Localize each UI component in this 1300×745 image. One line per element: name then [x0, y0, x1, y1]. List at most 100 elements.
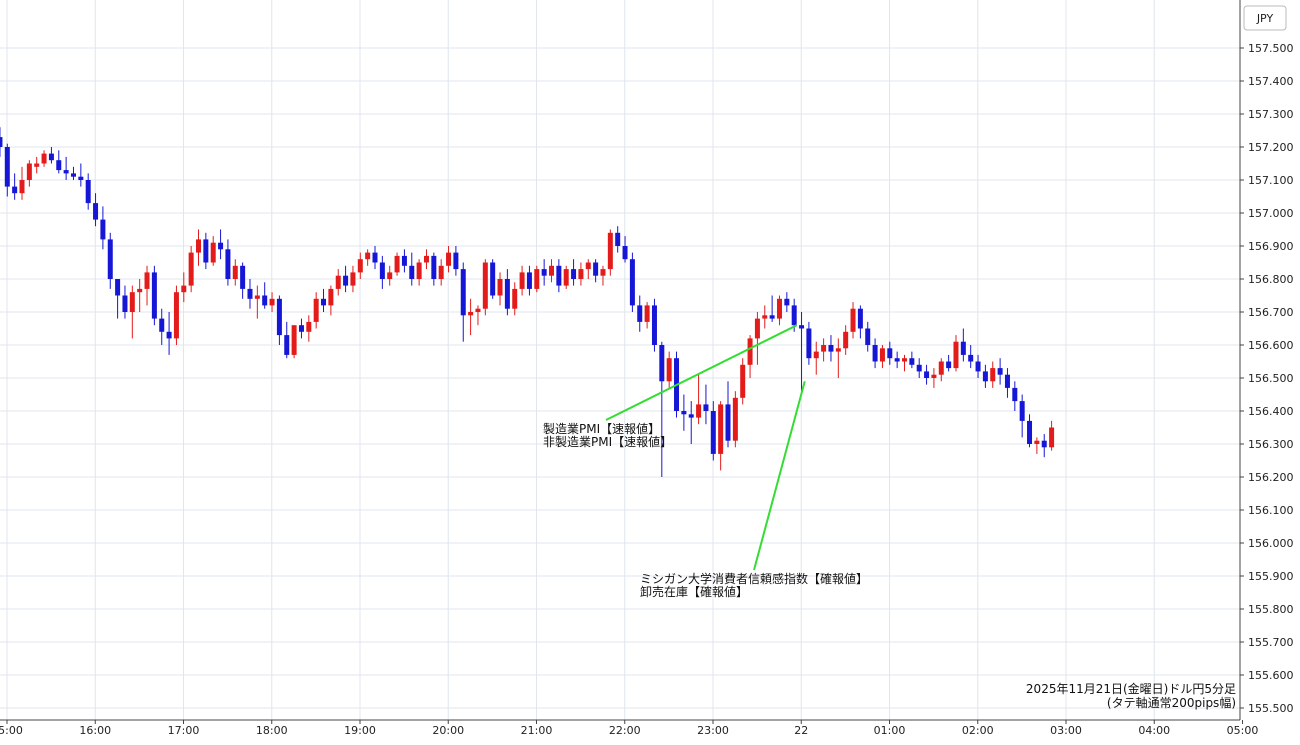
candle-body	[306, 321, 312, 332]
candle-body	[394, 255, 400, 273]
candle	[78, 163, 84, 187]
candle	[1041, 434, 1047, 458]
price-tick-label: 156.300	[1248, 438, 1294, 451]
candle-body	[335, 275, 341, 289]
candle	[651, 298, 657, 352]
candle-body	[799, 325, 805, 329]
candle-body	[975, 361, 981, 372]
time-tick-label: 19:00	[344, 724, 376, 737]
candle	[387, 265, 393, 286]
candle	[210, 236, 216, 266]
candle	[600, 265, 606, 286]
candle-body	[151, 272, 157, 319]
candle	[504, 269, 510, 316]
candle	[747, 335, 753, 378]
candle	[401, 249, 407, 273]
candle	[629, 252, 635, 312]
candle-body	[26, 163, 32, 180]
candles	[0, 127, 1055, 477]
candle-body	[953, 341, 959, 369]
candle-body	[225, 249, 231, 279]
candle	[593, 259, 599, 283]
annotation-label: 非製造業PMI【速報値】	[543, 434, 672, 449]
candle	[828, 335, 834, 362]
candle	[740, 358, 746, 405]
candle-body	[269, 298, 275, 306]
candle	[446, 246, 452, 273]
candle-body	[41, 153, 47, 164]
candle-body	[607, 232, 613, 270]
candle-body	[747, 338, 753, 365]
candle-body	[644, 305, 650, 322]
candle-body	[210, 242, 216, 263]
time-tick-label: 20:00	[432, 724, 464, 737]
candle	[902, 354, 908, 372]
candle-body	[504, 279, 510, 309]
candle	[865, 321, 871, 352]
candle-body	[321, 298, 327, 306]
time-tick-label: 17:00	[168, 724, 200, 737]
candle-body	[48, 153, 54, 161]
candle-body	[637, 305, 643, 322]
candle	[563, 265, 569, 289]
candle-body	[298, 325, 304, 332]
candle-body	[578, 269, 584, 279]
annotation-leader-line	[605, 324, 798, 421]
candle	[644, 302, 650, 329]
candle-body	[931, 374, 937, 378]
candle-body	[34, 163, 40, 167]
candle	[232, 259, 238, 286]
candle-body	[401, 255, 407, 266]
candle	[953, 335, 959, 372]
annotation-label: 製造業PMI【速報値】	[543, 421, 660, 436]
candle-body	[93, 203, 99, 220]
candle	[284, 321, 290, 359]
candle	[26, 160, 32, 187]
currency-label: JPY	[1243, 5, 1287, 31]
candle	[1049, 420, 1055, 451]
annotations: 製造業PMI【速報値】非製造業PMI【速報値】ミシガン大学消費者信頼感指数【確報…	[543, 324, 868, 599]
candle-body	[284, 335, 290, 355]
candle	[968, 345, 974, 369]
candle	[85, 173, 91, 210]
price-tick-label: 155.500	[1248, 702, 1294, 715]
candle	[482, 259, 488, 316]
candle	[394, 252, 400, 276]
candle-body	[115, 279, 121, 296]
time-tick-label: 22:00	[609, 724, 641, 737]
candle-body	[19, 180, 25, 194]
candle-body	[732, 397, 738, 441]
candle-body	[791, 305, 797, 326]
price-tick-label: 157.500	[1248, 42, 1294, 55]
candle-body	[762, 315, 768, 319]
candle-body	[549, 265, 555, 276]
price-tick-label: 157.100	[1248, 174, 1294, 187]
price-tick-label: 156.000	[1248, 537, 1294, 550]
candle-body	[813, 351, 819, 359]
candle-body	[218, 242, 224, 250]
candle	[887, 341, 893, 365]
candle	[173, 285, 179, 345]
candle-body	[203, 239, 209, 263]
candle	[225, 239, 231, 286]
grid	[0, 0, 1240, 720]
candle-body	[541, 269, 547, 276]
chart-caption-line-1: 2025年11月21日(金曜日)ドル円5分足	[1026, 681, 1236, 696]
candle	[298, 318, 304, 339]
candle	[703, 384, 709, 425]
candle-body	[879, 348, 885, 362]
candle-body	[887, 348, 893, 359]
candle	[100, 206, 106, 250]
currency-box	[1243, 5, 1287, 31]
candle-body	[446, 252, 452, 266]
candle	[93, 193, 99, 227]
candle	[151, 265, 157, 326]
candle-body	[740, 364, 746, 398]
candle-body	[1019, 401, 1025, 421]
candle-body	[688, 414, 694, 418]
candle-body	[313, 298, 319, 322]
candle	[549, 259, 555, 283]
candle	[607, 229, 613, 276]
candle-body	[681, 411, 687, 415]
candle	[41, 150, 47, 167]
